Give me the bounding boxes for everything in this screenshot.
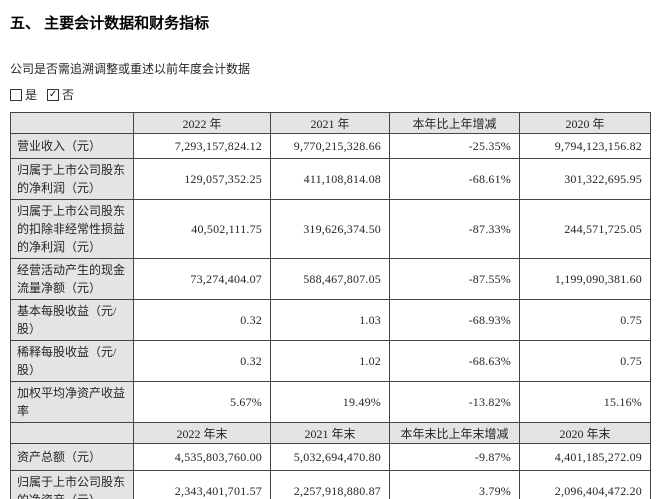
restatement-options: 是 ✓ 否 xyxy=(10,86,650,103)
financial-indicators-table: 2022 年 2021 年 本年比上年增减 2020 年 营业收入（元） 7,2… xyxy=(10,112,651,499)
column-header-2022: 2022 年 xyxy=(133,112,271,134)
cell-value: 2,343,401,701.57 xyxy=(133,470,271,499)
cell-value: 5,032,694,470.80 xyxy=(270,443,390,471)
table-row-net-profit-excl-nonrecurring: 归属于上市公司股东的扣除非经常性损益的净利润（元） 40,502,111.75 … xyxy=(10,199,651,259)
row-label: 归属于上市公司股东的净利润（元） xyxy=(10,158,134,200)
corner-cell xyxy=(10,422,134,444)
cell-value: -9.87% xyxy=(389,443,520,471)
cell-value: 5.67% xyxy=(133,381,271,423)
column-header-yearend-change: 本年末比上年末增减 xyxy=(389,422,520,444)
table-row-net-assets: 归属于上市公司股东的净资产（元） 2,343,401,701.57 2,257,… xyxy=(10,470,651,499)
cell-value: 9,770,215,328.66 xyxy=(270,133,390,159)
cell-value: 244,571,725.05 xyxy=(519,199,651,259)
column-header-2020-end: 2020 年末 xyxy=(519,422,651,444)
year-end-header-row: 2022 年末 2021 年末 本年末比上年末增减 2020 年末 xyxy=(10,422,651,444)
row-label: 归属于上市公司股东的净资产（元） xyxy=(10,470,134,499)
checkbox-unchecked-icon[interactable] xyxy=(10,88,22,101)
cell-value: 40,502,111.75 xyxy=(133,199,271,259)
column-header-2021: 2021 年 xyxy=(270,112,390,134)
row-label: 加权平均净资产收益率 xyxy=(10,381,134,423)
table-row-operating-cash-flow: 经营活动产生的现金流量净额（元） 73,274,404.07 588,467,8… xyxy=(10,258,651,300)
corner-cell xyxy=(10,112,134,134)
option-yes-label: 是 xyxy=(25,88,38,102)
cell-value: 129,057,352.25 xyxy=(133,158,271,200)
row-label: 资产总额（元） xyxy=(10,443,134,471)
cell-value: 0.75 xyxy=(519,340,651,382)
checkbox-checked-icon[interactable]: ✓ xyxy=(47,88,60,101)
option-no[interactable]: ✓ 否 xyxy=(47,86,74,103)
restatement-question: 公司是否需追溯调整或重述以前年度会计数据 xyxy=(10,62,251,76)
cell-value: 1.03 xyxy=(270,299,390,341)
table-row-basic-eps: 基本每股收益（元/股） 0.32 1.03 -68.93% 0.75 xyxy=(10,299,651,341)
cell-value: 0.32 xyxy=(133,299,271,341)
cell-value: 301,322,695.95 xyxy=(519,158,651,200)
table-row-diluted-eps: 稀释每股收益（元/股） 0.32 1.02 -68.63% 0.75 xyxy=(10,340,651,382)
table-row-net-profit: 归属于上市公司股东的净利润（元） 129,057,352.25 411,108,… xyxy=(10,158,651,200)
cell-value: 0.32 xyxy=(133,340,271,382)
cell-value: -68.93% xyxy=(389,299,520,341)
row-label: 归属于上市公司股东的扣除非经常性损益的净利润（元） xyxy=(10,199,134,259)
cell-value: 9,794,123,156.82 xyxy=(519,133,651,159)
cell-value: 4,401,185,272.09 xyxy=(519,443,651,471)
row-label: 营业收入（元） xyxy=(10,133,134,159)
cell-value: 411,108,814.08 xyxy=(270,158,390,200)
table-row-weighted-roe: 加权平均净资产收益率 5.67% 19.49% -13.82% 15.16% xyxy=(10,381,651,423)
column-header-2021-end: 2021 年末 xyxy=(270,422,390,444)
cell-value: 2,257,918,880.87 xyxy=(270,470,390,499)
cell-value: 2,096,404,472.20 xyxy=(519,470,651,499)
column-header-yoy-change: 本年比上年增减 xyxy=(389,112,520,134)
cell-value: 73,274,404.07 xyxy=(133,258,271,300)
annual-header-row: 2022 年 2021 年 本年比上年增减 2020 年 xyxy=(10,112,651,134)
cell-value: -87.33% xyxy=(389,199,520,259)
table-row-total-assets: 资产总额（元） 4,535,803,760.00 5,032,694,470.8… xyxy=(10,443,651,471)
option-yes[interactable]: 是 xyxy=(10,86,37,103)
column-header-2022-end: 2022 年末 xyxy=(133,422,271,444)
cell-value: 3.79% xyxy=(389,470,520,499)
cell-value: 19.49% xyxy=(270,381,390,423)
cell-value: -25.35% xyxy=(389,133,520,159)
cell-value: -68.63% xyxy=(389,340,520,382)
cell-value: 7,293,157,824.12 xyxy=(133,133,271,159)
table-row-revenue: 营业收入（元） 7,293,157,824.12 9,770,215,328.6… xyxy=(10,133,651,159)
cell-value: 1,199,090,381.60 xyxy=(519,258,651,300)
page-title: 五、 主要会计数据和财务指标 xyxy=(10,15,210,32)
cell-value: -13.82% xyxy=(389,381,520,423)
option-no-label: 否 xyxy=(62,88,75,102)
cell-value: 4,535,803,760.00 xyxy=(133,443,271,471)
cell-value: -87.55% xyxy=(389,258,520,300)
cell-value: 15.16% xyxy=(519,381,651,423)
cell-value: 319,626,374.50 xyxy=(270,199,390,259)
column-header-2020: 2020 年 xyxy=(519,112,651,134)
cell-value: 588,467,807.05 xyxy=(270,258,390,300)
row-label: 经营活动产生的现金流量净额（元） xyxy=(10,258,134,300)
cell-value: 0.75 xyxy=(519,299,651,341)
row-label: 基本每股收益（元/股） xyxy=(10,299,134,341)
cell-value: 1.02 xyxy=(270,340,390,382)
row-label: 稀释每股收益（元/股） xyxy=(10,340,134,382)
cell-value: -68.61% xyxy=(389,158,520,200)
